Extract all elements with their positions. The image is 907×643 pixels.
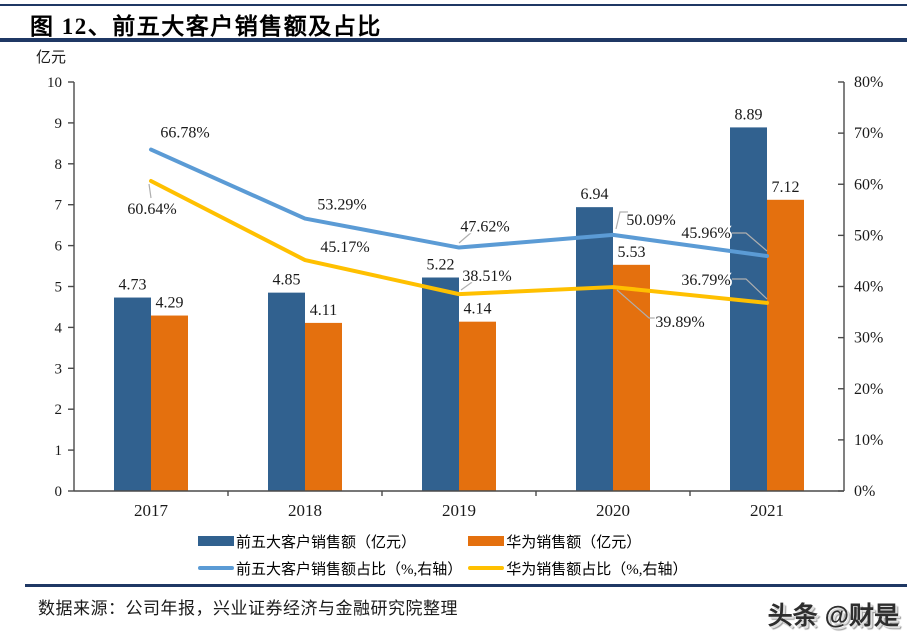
legend-item-bar-top5: 前五大客户销售额（亿元）	[198, 531, 462, 551]
right-axis-tick-label: 70%	[854, 125, 883, 142]
top-rule	[0, 4, 907, 6]
right-axis-tick-label: 30%	[854, 330, 883, 347]
line-value-label: 45.17%	[320, 239, 369, 256]
bar-value-label: 6.94	[581, 186, 609, 203]
legend-item-line-huawei-pct: 华为销售额占比（%,右轴）	[468, 558, 688, 578]
label-leader-line	[732, 278, 768, 300]
label-leader-line	[148, 183, 152, 199]
bar-huawei-2018	[305, 322, 342, 491]
line-value-label: 45.96%	[681, 225, 730, 242]
legend-label: 前五大客户销售额占比（%,右轴）	[236, 561, 463, 578]
bar-top5-2020	[576, 207, 613, 492]
figure-title: 图 12、前五大客户销售额及占比	[30, 14, 382, 39]
line-value-label: 39.89%	[655, 314, 704, 331]
label-leader-line	[458, 230, 474, 244]
x-axis-category-label: 2017	[134, 501, 169, 520]
left-axis-tick-label: 2	[55, 402, 63, 418]
right-axis-tick-label: 60%	[854, 176, 883, 193]
bar-top5-2019	[422, 277, 459, 491]
legend-swatch-bar-blue	[198, 536, 234, 546]
bar-value-label: 4.73	[119, 277, 147, 294]
x-axis-category-label: 2021	[750, 501, 784, 520]
left-axis-unit-label: 亿元	[36, 50, 67, 66]
line-value-label: 60.64%	[127, 201, 176, 218]
bar-value-label: 5.22	[427, 257, 455, 274]
label-leader-line	[616, 289, 655, 319]
bar-huawei-2017	[151, 315, 188, 491]
legend-label: 前五大客户销售额（亿元）	[236, 534, 417, 551]
line-top5-pct	[149, 147, 769, 259]
left-axis-tick-label: 8	[55, 157, 63, 173]
legend-swatch-line-blue	[198, 566, 234, 570]
bar-top5-2018	[268, 292, 305, 491]
legend-swatch-line-yellow	[468, 566, 505, 570]
right-axis-tick-label: 10%	[854, 432, 883, 449]
footer-rule	[25, 584, 907, 587]
line-value-label: 66.78%	[160, 125, 209, 142]
bar-value-label: 8.89	[735, 106, 763, 123]
bar-huawei-2019	[459, 321, 496, 491]
bar-top5-2021	[730, 127, 767, 492]
line-value-label: 36.79%	[681, 272, 730, 289]
x-axis-category-label: 2018	[288, 501, 322, 520]
x-axis-category-label: 2019	[442, 501, 476, 520]
right-axis-tick-label: 80%	[854, 74, 883, 91]
line-value-label: 53.29%	[317, 197, 366, 214]
left-axis-tick-label: 9	[55, 116, 63, 132]
right-axis-tick-label: 0%	[854, 483, 875, 500]
data-source-note: 数据来源：公司年报，兴业证券经济与金融研究院整理	[38, 599, 458, 618]
bar-value-label: 4.85	[273, 272, 301, 289]
bar-huawei-2020	[613, 264, 650, 491]
left-axis-tick-label: 5	[55, 280, 63, 296]
bar-value-label: 4.14	[464, 301, 492, 318]
x-axis-category-label: 2020	[596, 501, 630, 520]
line-value-label: 38.51%	[462, 268, 511, 285]
legend-swatch-bar-orange	[468, 536, 505, 546]
label-leader-line	[732, 232, 768, 252]
watermark-toutiao: 头条 @财是	[767, 602, 899, 630]
bar-value-label: 4.11	[310, 302, 337, 319]
line-huawei-pct	[149, 178, 769, 305]
bar-value-label: 5.53	[618, 244, 646, 261]
label-leader-line	[615, 211, 628, 230]
title-underline-rule	[0, 38, 907, 42]
legend-item-line-top5-pct: 前五大客户销售额占比（%,右轴）	[198, 558, 462, 578]
left-axis-tick-label: 6	[55, 239, 63, 255]
legend-item-bar-huawei: 华为销售额（亿元）	[468, 531, 687, 551]
label-leader-line	[460, 279, 476, 291]
left-axis-tick-label: 3	[55, 361, 63, 377]
left-axis-tick-label: 10	[47, 75, 62, 91]
bar-value-label: 7.12	[772, 179, 800, 196]
legend-label: 华为销售额占比（%,右轴）	[506, 561, 688, 578]
line-value-label: 47.62%	[460, 219, 509, 236]
bar-value-label: 4.29	[156, 295, 184, 312]
left-axis-tick-label: 7	[55, 198, 63, 214]
right-axis-tick-label: 40%	[854, 279, 883, 296]
right-axis-tick-label: 20%	[854, 381, 883, 398]
chart-legend: 前五大客户销售额（亿元） 华为销售额（亿元） 前五大客户销售额占比（%,右轴） …	[198, 531, 688, 578]
left-axis-tick-label: 4	[55, 320, 63, 336]
legend-label: 华为销售额（亿元）	[506, 534, 642, 551]
left-axis-tick-label: 1	[55, 443, 63, 459]
bar-top5-2017	[114, 297, 151, 491]
bar-huawei-2021	[767, 199, 804, 492]
line-value-label: 50.09%	[626, 212, 675, 229]
left-axis-tick-label: 0	[55, 484, 63, 500]
right-axis-tick-label: 50%	[854, 227, 883, 244]
